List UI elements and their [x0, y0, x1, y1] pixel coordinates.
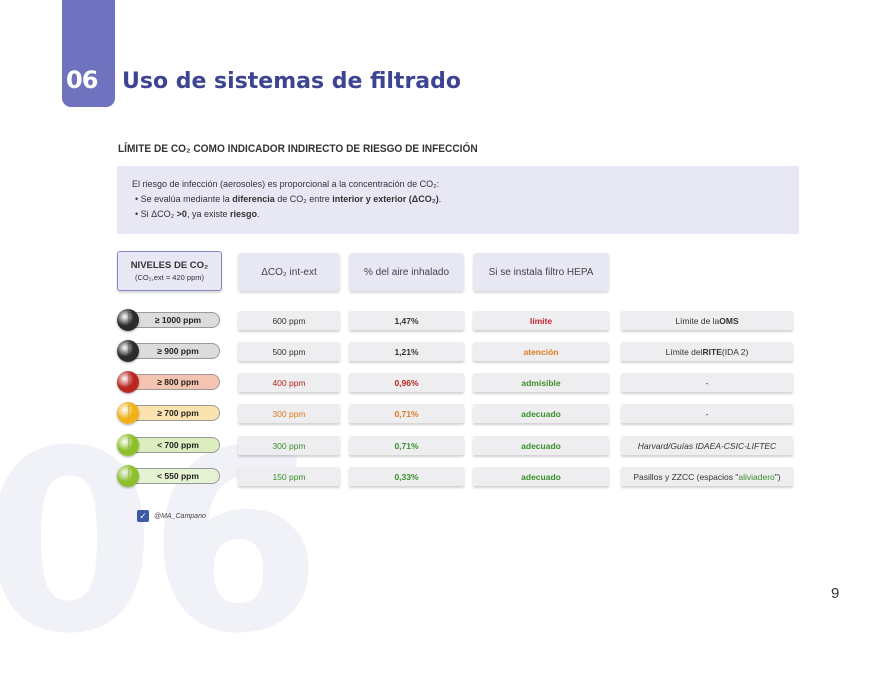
info-bullet-2: • Si ΔCO₂ >0, ya existe riesgo. — [132, 207, 799, 222]
bullet-text: de CO₂ entre — [274, 194, 333, 204]
traffic-light-dot — [117, 371, 139, 393]
table-row: < 550 ppm 150 ppm 0,33% adecuado Pasillos y … — [0, 465, 876, 487]
info-intro: El riesgo de infección (aerosoles) es pr… — [132, 179, 440, 189]
traffic-light-dot — [117, 340, 139, 362]
note-cell: Harvard/Guías IDAEA-CSIC-LIFTEC — [621, 436, 793, 455]
header-delta: ΔCO₂ int-ext — [238, 253, 340, 291]
hepa-cell: adecuado — [473, 404, 609, 423]
bullet-bold: diferencia — [232, 194, 275, 204]
traffic-light-dot — [117, 465, 139, 487]
table-subtitle: LÍMITE DE CO₂ COMO INDICADOR INDIRECTO D… — [118, 143, 478, 155]
aire-inhalado-cell: 0,71% — [349, 436, 464, 455]
page-number: 9 — [831, 585, 840, 602]
note-cell: - — [621, 404, 793, 423]
aire-inhalado-cell: 0,96% — [349, 373, 464, 392]
bullet-bold: interior y exterior (ΔCO₂) — [332, 194, 439, 204]
hepa-cell: adecuado — [473, 467, 609, 486]
note-text: ") — [774, 471, 781, 482]
co2-level-label: < 700 ppm — [128, 437, 220, 453]
hepa-cell: atención — [473, 342, 609, 361]
note-text: - — [705, 408, 709, 419]
bullet-text: , ya existe — [186, 209, 230, 219]
note-cell: Pasillos y ZZCC (espacios " aliviadero ") — [621, 467, 793, 486]
delta-co2-cell: 500 ppm — [238, 342, 340, 361]
co2-level-label: < 550 ppm — [128, 468, 220, 484]
aire-inhalado-cell: 1,21% — [349, 342, 464, 361]
note-text: - — [705, 377, 709, 388]
page-title: Uso de sistemas de filtrado — [122, 69, 462, 94]
traffic-light-dot — [117, 402, 139, 424]
delta-co2-cell: 600 ppm — [238, 311, 340, 330]
hepa-cell: adecuado — [473, 436, 609, 455]
note-cell: Límite del RITE (IDA 2) — [621, 342, 793, 361]
table-row: ≥ 1000 ppm 600 ppm 1,47% límite Límite de la… — [0, 309, 876, 331]
note-text: Límite del — [665, 346, 703, 357]
co2-level-label: ≥ 700 ppm — [128, 405, 220, 421]
bullet-bold: >0 — [176, 209, 187, 219]
info-bullet-1: • Se evalúa mediante la diferencia de CO… — [132, 192, 799, 207]
header-hepa: Si se instala filtro HEPA — [473, 253, 609, 291]
aire-inhalado-cell: 0,71% — [349, 404, 464, 423]
bullet-bold: riesgo — [229, 209, 257, 219]
twitter-handle: @MA_Campano — [154, 512, 206, 520]
traffic-light-dot — [117, 434, 139, 456]
aire-inhalado-cell: 1,47% — [349, 311, 464, 330]
delta-co2-cell: 300 ppm — [238, 404, 340, 423]
table-row: ≥ 800 ppm 400 ppm 0,96% admisible - — [0, 371, 876, 393]
twitter-icon: ✓ — [137, 510, 149, 522]
table-row: ≥ 700 ppm 300 ppm 0,71% adecuado - — [0, 402, 876, 424]
bullet-text: . — [438, 194, 442, 204]
bullet-text: . — [256, 209, 260, 219]
hepa-cell: admisible — [473, 373, 609, 392]
bullet-text: • Si ΔCO₂ — [135, 209, 177, 219]
table-row: ≥ 900 ppm 500 ppm 1,21% atención Límite del … — [0, 340, 876, 362]
note-text: Harvard/Guías IDAEA-CSIC-LIFTEC — [637, 440, 777, 451]
note-bold: OMS — [719, 315, 739, 326]
note-text: Pasillos y ZZCC (espacios " — [633, 471, 739, 482]
co2-level-label: ≥ 900 ppm — [128, 343, 220, 359]
delta-co2-cell: 300 ppm — [238, 436, 340, 455]
traffic-light-dot — [117, 309, 139, 331]
table-row: < 700 ppm 300 ppm 0,71% adecuado Harvard/Guí… — [0, 434, 876, 456]
note-text: (IDA 2) — [721, 346, 749, 357]
header-niveles-title: NIVELES DE CO₂ — [130, 260, 209, 271]
note-bold: aliviadero — [738, 471, 775, 482]
note-cell: Límite de la OMS — [621, 311, 793, 330]
note-cell: - — [621, 373, 793, 392]
section-tab — [62, 0, 115, 107]
header-niveles: NIVELES DE CO₂ (CO₂,ext = 420 ppm) — [117, 251, 222, 291]
aire-inhalado-cell: 0,33% — [349, 467, 464, 486]
delta-co2-cell: 150 ppm — [238, 467, 340, 486]
co2-level-label: ≥ 1000 ppm — [128, 312, 220, 328]
co2-level-label: ≥ 800 ppm — [128, 374, 220, 390]
header-aire: % del aire inhalado — [349, 253, 464, 291]
header-niveles-sub: (CO₂,ext = 420 ppm) — [135, 273, 204, 282]
bullet-text: • Se evalúa mediante la — [135, 194, 233, 204]
delta-co2-cell: 400 ppm — [238, 373, 340, 392]
note-text: Límite de la — [675, 315, 720, 326]
info-box: El riesgo de infección (aerosoles) es pr… — [117, 166, 799, 234]
hepa-cell: límite — [473, 311, 609, 330]
twitter-credit: ✓ @MA_Campano — [137, 510, 206, 522]
section-number: 06 — [66, 66, 98, 94]
note-bold: RITE — [702, 346, 722, 357]
